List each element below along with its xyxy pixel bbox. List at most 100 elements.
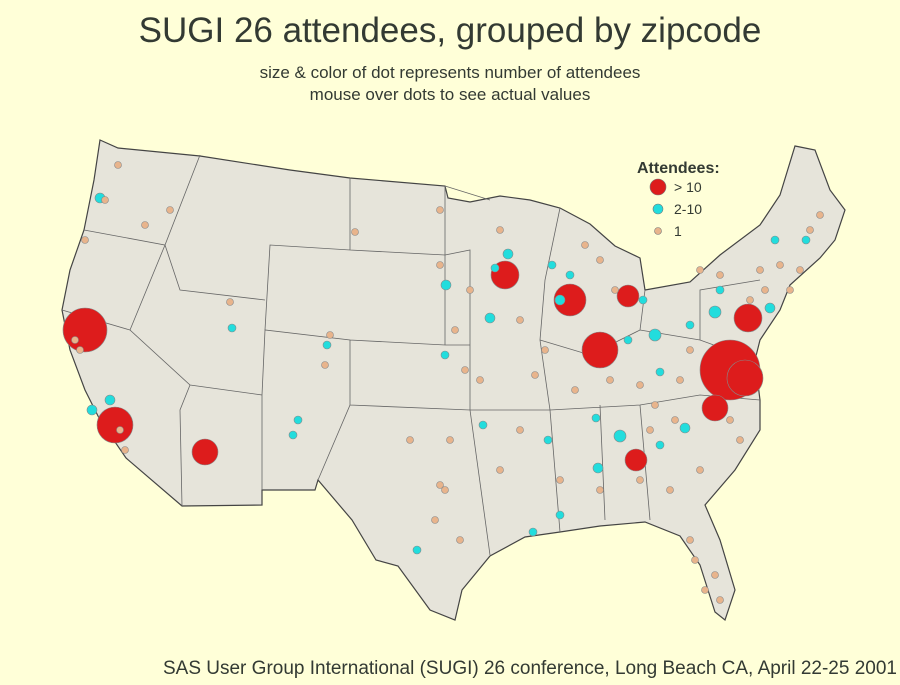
dot-medium (565, 270, 575, 280)
dot-medium (715, 285, 725, 295)
dot-small (701, 586, 709, 594)
dot-small (441, 486, 449, 494)
dot-small (726, 416, 734, 424)
dot-small (691, 556, 699, 564)
dot-medium (591, 413, 601, 423)
dot-small (761, 286, 769, 294)
dot-small (516, 426, 524, 434)
dot-small (556, 476, 564, 484)
dot-medium (679, 422, 691, 434)
dot-small (636, 476, 644, 484)
subtitle: size & color of dot represents number of… (260, 63, 641, 82)
dot-medium (547, 260, 557, 270)
legend-label: 2-10 (674, 201, 702, 217)
dot-small (141, 221, 149, 229)
dot-small (776, 261, 784, 269)
dot-small (696, 466, 704, 474)
dot-medium (227, 323, 237, 333)
dot-small (436, 261, 444, 269)
dot-small (81, 236, 89, 244)
dot-medium (592, 462, 604, 474)
dot-small (636, 381, 644, 389)
dot-small (651, 401, 659, 409)
dot-small (786, 286, 794, 294)
dot-medium (555, 510, 565, 520)
dot-large (726, 359, 764, 397)
dot-large (616, 284, 640, 308)
dot-small (531, 371, 539, 379)
dot-small (736, 436, 744, 444)
dot-medium (490, 263, 500, 273)
dot-small (571, 386, 579, 394)
dot-small (326, 331, 334, 339)
dot-small (676, 376, 684, 384)
legend-swatch (652, 203, 664, 215)
dot-medium (440, 279, 452, 291)
dot-large (733, 303, 763, 333)
dot-large (553, 283, 587, 317)
dot-small (166, 206, 174, 214)
dot-small (606, 376, 614, 384)
dot-small (451, 326, 459, 334)
dot-small (666, 486, 674, 494)
dot-small (71, 336, 79, 344)
dot-small (806, 226, 814, 234)
dot-small (114, 161, 122, 169)
dot-medium (770, 235, 780, 245)
dot-small (816, 211, 824, 219)
dot-medium (293, 415, 303, 425)
us-outline (61, 139, 846, 622)
dot-small (596, 256, 604, 264)
dot-small (351, 228, 359, 236)
dot-medium (638, 295, 648, 305)
dot-small (406, 436, 414, 444)
dot-small (716, 271, 724, 279)
dot-medium (613, 429, 627, 443)
dot-small (716, 596, 724, 604)
dot-large (191, 438, 219, 466)
dot-small (101, 196, 109, 204)
subtitle: mouse over dots to see actual values (310, 85, 591, 104)
dot-small (446, 436, 454, 444)
title: SUGI 26 attendees, grouped by zipcode (139, 11, 762, 50)
dot-small (436, 206, 444, 214)
dot-small (431, 516, 439, 524)
dot-small (596, 486, 604, 494)
dot-small (121, 446, 129, 454)
dot-small (516, 316, 524, 324)
dot-small (696, 266, 704, 274)
legend-label: 1 (674, 223, 682, 239)
dot-medium (655, 367, 665, 377)
dot-small (76, 346, 84, 354)
dot-small (461, 366, 469, 374)
dot-medium (288, 430, 298, 440)
dot-small (746, 296, 754, 304)
dot-large (624, 448, 648, 472)
dot-medium (543, 435, 553, 445)
dot-medium (86, 404, 98, 416)
dot-medium (528, 527, 538, 537)
legend-label: > 10 (674, 179, 702, 195)
dot-medium (440, 350, 450, 360)
dot-medium (554, 294, 566, 306)
dot-medium (484, 312, 496, 324)
dot-medium (708, 305, 722, 319)
dot-small (496, 466, 504, 474)
dot-small (476, 376, 484, 384)
dot-medium (478, 420, 488, 430)
dot-small (686, 536, 694, 544)
dot-medium (685, 320, 695, 330)
dot-medium (104, 394, 116, 406)
dot-small (116, 426, 124, 434)
dot-large (581, 331, 619, 369)
dot-small (711, 571, 719, 579)
dot-large (62, 307, 108, 353)
dot-medium (623, 335, 633, 345)
dot-small (496, 226, 504, 234)
dot-small (456, 536, 464, 544)
dot-small (756, 266, 764, 274)
dot-small (611, 286, 619, 294)
dot-small (321, 361, 329, 369)
